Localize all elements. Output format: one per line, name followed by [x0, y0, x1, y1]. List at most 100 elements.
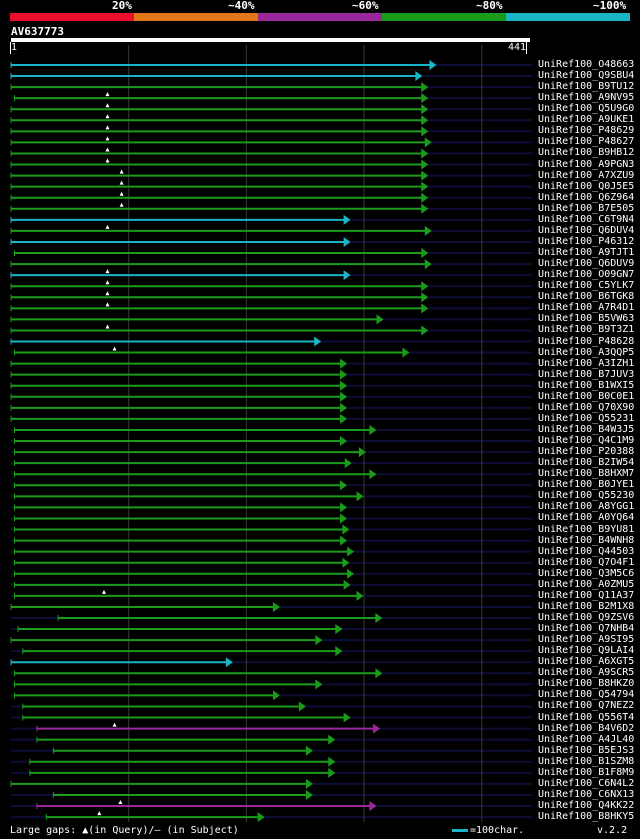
hit-label[interactable]: UniRef100_P48628: [538, 335, 635, 347]
hit-label[interactable]: UniRef100_Q556T4: [538, 711, 635, 723]
hit-label[interactable]: UniRef100_O48663: [538, 59, 635, 70]
hit-end-arrow: [356, 590, 364, 601]
hit-label[interactable]: UniRef100_B4W3J5: [538, 423, 635, 435]
scale-legend: =100char.: [452, 825, 524, 836]
hit-label[interactable]: UniRef100_A3QQP5: [538, 346, 635, 358]
hit-label[interactable]: UniRef100_P20388: [538, 446, 635, 458]
gap-marker: [105, 114, 110, 119]
hit-label[interactable]: UniRef100_A9PGN3: [538, 158, 635, 170]
hit-label[interactable]: UniRef100_A9UKE1: [538, 114, 635, 126]
hit-end-arrow: [402, 347, 410, 358]
hit-label[interactable]: UniRef100_Q6DUV9: [538, 258, 635, 270]
hit-end-arrow: [369, 801, 377, 812]
hit-label[interactable]: UniRef100_Q4KK22: [538, 800, 635, 812]
hit-label[interactable]: UniRef100_Q70X90: [538, 401, 635, 413]
hit-label[interactable]: UniRef100_A0YQ64: [538, 512, 635, 524]
hit-end-arrow: [421, 203, 429, 214]
hit-label[interactable]: UniRef100_A3IZH1: [538, 357, 635, 369]
hit-end-arrow: [340, 513, 348, 524]
hit-label[interactable]: UniRef100_A9SCR5: [538, 667, 635, 679]
hit-label[interactable]: UniRef100_Q55230: [538, 490, 635, 502]
scale-label: =100char.: [470, 825, 525, 836]
hit-label[interactable]: UniRef100_Q11A37: [538, 589, 635, 601]
gap-marker: [112, 346, 117, 351]
hit-label[interactable]: UniRef100_Q7NHB4: [538, 623, 635, 635]
hit-label[interactable]: UniRef100_B9TU12: [538, 81, 635, 93]
hit-label[interactable]: UniRef100_B2IW54: [538, 457, 635, 469]
hit-label[interactable]: UniRef100_C6T9N4: [538, 213, 635, 225]
hit-label[interactable]: UniRef100_A7XZU9: [538, 169, 635, 181]
hit-end-arrow: [343, 270, 351, 281]
hit-label[interactable]: UniRef100_C6NX13: [538, 788, 635, 800]
hit-label[interactable]: UniRef100_B4V6D2: [538, 722, 635, 734]
hit-label[interactable]: UniRef100_Q0J5E5: [538, 180, 635, 192]
hit-end-arrow: [421, 192, 429, 203]
hit-end-arrow: [343, 236, 351, 247]
hit-end-arrow: [343, 214, 351, 225]
hit-label[interactable]: UniRef100_Q9LAI4: [538, 645, 635, 657]
hit-label[interactable]: UniRef100_A9TJT1: [538, 247, 635, 259]
hit-label[interactable]: UniRef100_Q55231: [538, 412, 635, 424]
hit-label[interactable]: UniRef100_Q4C1M9: [538, 435, 635, 447]
hit-label[interactable]: UniRef100_A4JL40: [538, 733, 635, 745]
hit-label[interactable]: UniRef100_Q5U9G0: [538, 103, 635, 115]
hit-label[interactable]: UniRef100_B8HKY5: [538, 811, 635, 823]
hit-label[interactable]: UniRef100_B1WXI5: [538, 379, 635, 391]
hit-end-arrow: [305, 745, 313, 756]
hit-label[interactable]: UniRef100_A6XGT5: [538, 656, 635, 668]
hit-end-arrow: [305, 778, 313, 789]
hit-label[interactable]: UniRef100_B1SZM8: [538, 755, 635, 767]
hit-end-arrow: [421, 104, 429, 115]
hit-label[interactable]: UniRef100_A7R4D1: [538, 302, 635, 314]
query-ruler: [11, 38, 530, 42]
hit-label[interactable]: UniRef100_P46312: [538, 235, 635, 247]
hit-label[interactable]: UniRef100_B1F8M9: [538, 766, 635, 778]
hit-label[interactable]: UniRef100_B8HXM7: [538, 468, 635, 480]
legend-label-60: ~60%: [352, 0, 379, 12]
hit-label[interactable]: UniRef100_B7JUV3: [538, 368, 635, 380]
hit-label[interactable]: UniRef100_Q6Z964: [538, 191, 635, 203]
hit-end-arrow: [347, 546, 355, 557]
hit-label[interactable]: UniRef100_B5VW63: [538, 313, 635, 325]
hit-label[interactable]: UniRef100_B4WNH8: [538, 534, 635, 546]
hit-label[interactable]: UniRef100_Q9SBU4: [538, 70, 635, 82]
hit-label[interactable]: UniRef100_C6N4L2: [538, 777, 635, 789]
hit-label[interactable]: UniRef100_A0ZMU5: [538, 578, 635, 590]
gap-marker: [105, 280, 110, 285]
hit-label[interactable]: UniRef100_A9NV95: [538, 92, 635, 104]
hit-label[interactable]: UniRef100_B2M1X8: [538, 600, 635, 612]
hit-end-arrow: [272, 690, 280, 701]
hit-label[interactable]: UniRef100_P48627: [538, 136, 635, 148]
hit-label[interactable]: UniRef100_B9YU81: [538, 523, 635, 535]
hit-label[interactable]: UniRef100_A9SI95: [538, 634, 635, 646]
gap-marker: [105, 92, 110, 97]
hit-label[interactable]: UniRef100_B7E505: [538, 202, 635, 214]
hit-end-arrow: [342, 524, 350, 535]
gap-marker: [118, 800, 123, 805]
hit-label[interactable]: UniRef100_B0JYE1: [538, 479, 635, 491]
hit-label[interactable]: UniRef100_B0C0E1: [538, 390, 635, 402]
hit-end-arrow: [225, 657, 233, 668]
hit-label[interactable]: UniRef100_B6TGK8: [538, 291, 635, 303]
hit-label[interactable]: UniRef100_A8YGG1: [538, 501, 635, 513]
hit-label[interactable]: UniRef100_Q54794: [538, 689, 635, 701]
hit-label[interactable]: UniRef100_P48629: [538, 125, 635, 137]
hit-label[interactable]: UniRef100_B9HB12: [538, 147, 635, 159]
hit-label[interactable]: UniRef100_Q9ZSV6: [538, 612, 635, 623]
gap-marker: [105, 136, 110, 141]
hit-label[interactable]: UniRef100_Q7O4F1: [538, 556, 635, 568]
hit-label[interactable]: UniRef100_Q3M5C6: [538, 567, 635, 579]
hit-label[interactable]: UniRef100_Q6DUV4: [538, 224, 635, 236]
hit-label[interactable]: UniRef100_Q7NEZ2: [538, 700, 635, 712]
hit-label[interactable]: UniRef100_B5EJS3: [538, 744, 635, 756]
hit-label[interactable]: UniRef100_O09GN7: [538, 269, 635, 281]
hit-end-arrow: [257, 812, 265, 823]
hit-end-arrow: [340, 502, 348, 513]
hit-label[interactable]: UniRef100_B8HKZ0: [538, 678, 635, 690]
query-start-tick: 1: [9, 42, 18, 54]
hit-label[interactable]: UniRef100_Q44503: [538, 545, 635, 557]
gap-marker: [105, 103, 110, 108]
hit-label[interactable]: UniRef100_C5YLK7: [538, 280, 635, 292]
hit-label[interactable]: UniRef100_B9T3Z1: [538, 324, 635, 336]
